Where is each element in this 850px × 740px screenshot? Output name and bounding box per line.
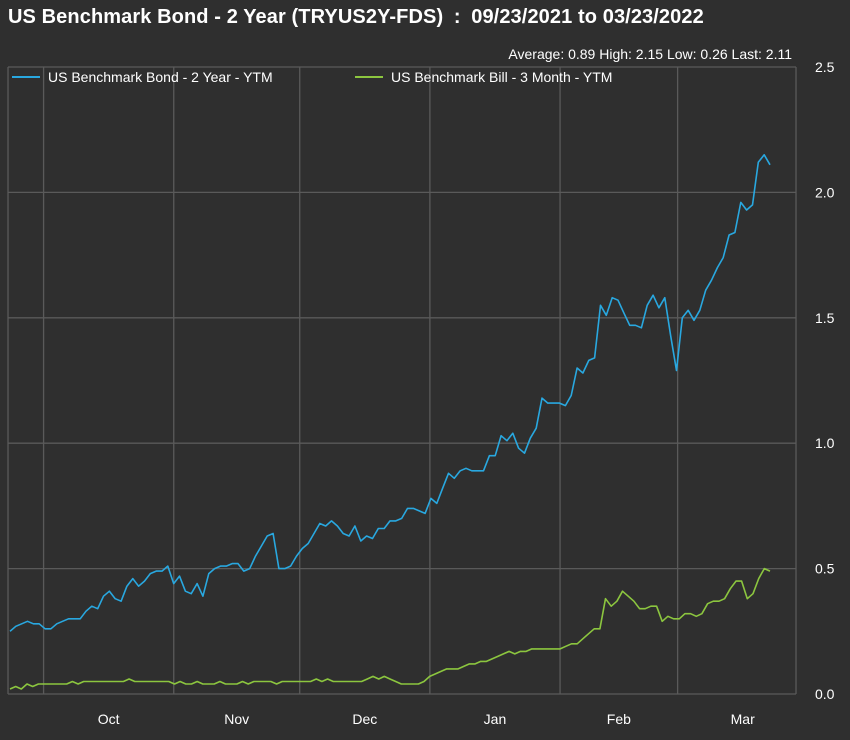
series-line-0 [9, 154, 771, 632]
x-tick-label: Jan [484, 711, 507, 727]
x-tick-label: Mar [731, 711, 755, 727]
x-tick-label: Oct [98, 711, 120, 727]
title-separator: : [453, 6, 461, 28]
stats-summary: Average: 0.89 High: 2.15 Low: 0.26 Last:… [508, 46, 792, 62]
y-tick-label: 1.5 [815, 310, 835, 326]
series-lines [9, 154, 771, 690]
x-tick-label: Feb [607, 711, 631, 727]
x-tick-label: Dec [352, 711, 377, 727]
chart-title: US Benchmark Bond - 2 Year (TRYUS2Y-FDS)… [8, 6, 704, 29]
y-tick-label: 2.0 [815, 184, 835, 200]
legend: US Benchmark Bond - 2 Year - YTM US Bench… [12, 69, 612, 85]
x-axis-ticks: Oct Nov Dec Jan Feb Mar [98, 711, 755, 727]
series-line-1 [9, 567, 771, 690]
grid-lines [7, 66, 797, 695]
y-tick-label: 0.0 [815, 686, 835, 702]
y-tick-label: 0.5 [815, 561, 835, 577]
date-range: 09/23/2021 to 03/23/2022 [471, 6, 704, 28]
x-tick-label: Nov [224, 711, 249, 727]
title-text: US Benchmark Bond - 2 Year (TRYUS2Y-FDS) [8, 6, 444, 28]
y-tick-label: 2.5 [815, 59, 835, 75]
y-tick-label: 1.0 [815, 435, 835, 451]
y-axis-ticks: 0.0 0.5 1.0 1.5 2.0 2.5 [815, 59, 835, 702]
legend-label-0: US Benchmark Bond - 2 Year - YTM [48, 69, 273, 85]
legend-label-1: US Benchmark Bill - 3 Month - YTM [391, 69, 612, 85]
